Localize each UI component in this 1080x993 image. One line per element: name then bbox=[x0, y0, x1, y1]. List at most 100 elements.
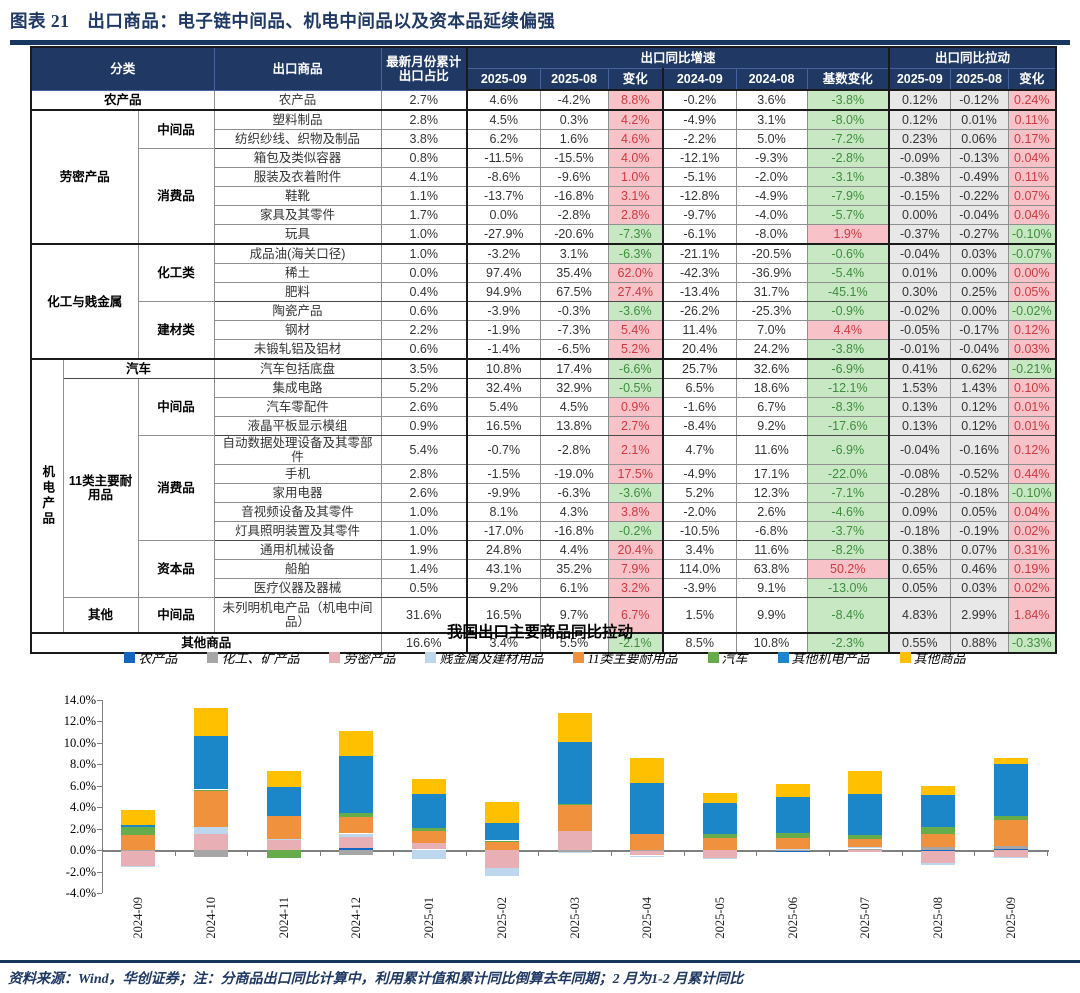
category-cell: 中间品 bbox=[137, 109, 215, 149]
value-cell: 1.9% bbox=[806, 224, 890, 245]
bar-segment bbox=[848, 839, 883, 848]
value-cell: -2.8% bbox=[539, 435, 609, 465]
category-cell: 音视频设备及其零件 bbox=[213, 502, 382, 522]
value-cell: -6.8% bbox=[735, 521, 808, 541]
value-cell: 0.0% bbox=[380, 263, 468, 283]
legend-item: 贱金属及建材用品 bbox=[425, 648, 543, 667]
table-row: 机电产品 汽车 汽车包括底盘 3.5% 10.8% 17.4% -6.6% 25.7% 32.6… bbox=[30, 358, 1057, 634]
category-cell: 其他 bbox=[62, 597, 139, 634]
bar-segment bbox=[484, 801, 519, 823]
y-axis-tick bbox=[97, 807, 102, 809]
value-cell: -6.3% bbox=[607, 243, 664, 264]
value-cell: -7.1% bbox=[806, 483, 890, 503]
col-header-growth-2: 变化 bbox=[607, 68, 664, 91]
bar-segment bbox=[993, 816, 1028, 821]
value-cell: -0.02% bbox=[1007, 301, 1057, 321]
value-cell: 17.5% bbox=[607, 464, 664, 484]
category-cell: 11类主要耐用品 bbox=[62, 378, 139, 598]
value-cell: 0.31% bbox=[1007, 540, 1057, 560]
category-cell: 机电产品 bbox=[30, 358, 64, 634]
value-cell: 6.1% bbox=[539, 578, 609, 598]
value-cell: 5.4% bbox=[380, 435, 468, 465]
x-axis-tick bbox=[538, 850, 540, 857]
category-cell: 未列明机电产品（机电中间品） bbox=[213, 597, 382, 634]
bar-segment bbox=[484, 868, 519, 876]
y-axis-label: 12.0% bbox=[63, 714, 96, 729]
value-cell: -0.2% bbox=[607, 521, 664, 541]
value-cell: 0.62% bbox=[949, 358, 1009, 379]
value-cell: 3.4% bbox=[662, 540, 737, 560]
value-cell: -2.8% bbox=[539, 205, 609, 225]
value-cell: 0.5% bbox=[380, 578, 468, 598]
category-cell: 建材类 bbox=[137, 301, 215, 360]
category-cell: 其他商品 bbox=[30, 632, 382, 654]
figure-title: 图表 21 出口商品：电子链中间品、机电中间品以及资本品延续偏强 bbox=[10, 11, 556, 31]
value-cell: -0.17% bbox=[949, 320, 1009, 340]
value-cell: -16.8% bbox=[539, 186, 609, 206]
value-cell: 10.8% bbox=[466, 358, 541, 379]
col-header-growth-4: 2024-08 bbox=[735, 68, 808, 91]
legend-item: 汽车 bbox=[707, 648, 748, 667]
x-axis-tick bbox=[610, 850, 612, 857]
value-cell: -0.05% bbox=[888, 320, 951, 340]
value-cell: -8.6% bbox=[466, 167, 541, 187]
category-cell: 汽车包括底盘 bbox=[213, 358, 382, 379]
bar-segment bbox=[412, 828, 447, 832]
value-cell: 8.8% bbox=[607, 89, 664, 111]
value-cell: 0.23% bbox=[888, 129, 951, 149]
value-cell: 0.03% bbox=[949, 243, 1009, 264]
value-cell: -4.9% bbox=[735, 186, 808, 206]
x-axis-label: 2025-05 bbox=[712, 897, 727, 939]
value-cell: 0.05% bbox=[949, 502, 1009, 522]
value-cell: 0.12% bbox=[1007, 435, 1057, 465]
value-cell: 3.5% bbox=[380, 358, 468, 379]
value-cell: 4.0% bbox=[607, 148, 664, 168]
value-cell: -0.52% bbox=[949, 464, 1009, 484]
value-cell: 4.7% bbox=[662, 435, 737, 465]
value-cell: -4.9% bbox=[662, 464, 737, 484]
value-cell: 5.4% bbox=[466, 397, 541, 417]
category-cell: 家具及其零件 bbox=[213, 205, 382, 225]
value-cell: -0.04% bbox=[949, 339, 1009, 360]
bar-segment bbox=[339, 833, 374, 837]
value-cell: 0.55% bbox=[888, 632, 951, 654]
legend-item: 劳密产品 bbox=[329, 648, 395, 667]
value-cell: -0.6% bbox=[806, 243, 890, 264]
value-cell: -20.6% bbox=[539, 224, 609, 245]
bar-segment bbox=[921, 827, 955, 834]
table-row: 消费品 箱包及类似容器 0.8% -11.5% -15.5% 4.0% -12.1% -9.3… bbox=[31, 148, 1057, 245]
bar-segment bbox=[266, 838, 301, 840]
table-row: 钢材 2.2% -1.9% -7.3% 5.4% 11.4% 7.0% 4.4% -0.05% -… bbox=[31, 320, 1057, 340]
value-cell: -8.0% bbox=[806, 109, 890, 130]
value-cell: 0.38% bbox=[888, 540, 951, 560]
table-row: 消费品 自动数据处理设备及其零部件 5.4% -0.7% -2.8% 2.1% 4.7% 11… bbox=[31, 435, 1057, 541]
bar-segment bbox=[630, 757, 665, 783]
category-cell: 汽车零配件 bbox=[213, 397, 382, 417]
category-cell: 未锻轧铝及铝材 bbox=[213, 339, 382, 360]
value-cell: -0.01% bbox=[888, 339, 951, 360]
value-cell: 3.2% bbox=[607, 578, 664, 598]
bar-segment bbox=[121, 850, 156, 852]
value-cell: 1.0% bbox=[380, 502, 468, 522]
value-cell: -0.22% bbox=[949, 186, 1009, 206]
value-cell: 5.5% bbox=[539, 632, 609, 654]
value-cell: -9.7% bbox=[662, 205, 737, 225]
value-cell: 63.8% bbox=[735, 559, 808, 579]
legend-label: 劳密产品 bbox=[343, 651, 396, 666]
value-cell: 0.02% bbox=[1007, 578, 1057, 598]
bar-segment bbox=[848, 850, 883, 853]
value-cell: -3.1% bbox=[806, 167, 890, 187]
value-cell: 1.6% bbox=[539, 129, 609, 149]
table-row: 稀土 0.0% 97.4% 35.4% 62.0% -42.3% -36.9% -5.4% 0.… bbox=[31, 263, 1057, 283]
value-cell: -8.2% bbox=[806, 540, 890, 560]
value-cell: -13.7% bbox=[466, 186, 541, 206]
value-cell: -0.10% bbox=[1007, 483, 1057, 503]
value-cell: -0.2% bbox=[662, 89, 737, 111]
col-header-category: 分类 bbox=[30, 46, 215, 91]
value-cell: 0.17% bbox=[1007, 129, 1057, 149]
value-cell: 1.4% bbox=[380, 559, 468, 579]
value-cell: -9.9% bbox=[466, 483, 541, 503]
legend-item: 化工、矿产品 bbox=[207, 648, 299, 667]
category-cell: 医疗仪器及器械 bbox=[213, 578, 382, 598]
bar-segment bbox=[848, 770, 883, 795]
